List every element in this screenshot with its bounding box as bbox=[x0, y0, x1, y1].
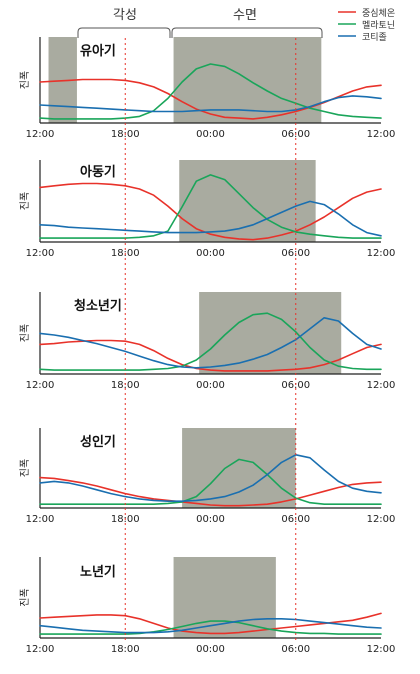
x-tick-label: 00:00 bbox=[196, 248, 225, 259]
x-tick-label: 12:00 bbox=[367, 129, 396, 140]
series-line bbox=[39, 458, 382, 505]
wake-bracket bbox=[77, 27, 171, 38]
legend-label: 중심체온 bbox=[362, 8, 395, 19]
panel-title: 유아기 bbox=[80, 43, 116, 59]
panel-title: 성인기 bbox=[80, 434, 116, 450]
series-line bbox=[39, 182, 382, 241]
x-tick-label: 06:00 bbox=[281, 380, 310, 391]
series-line bbox=[39, 317, 382, 369]
x-tick-label: 12:00 bbox=[367, 248, 396, 259]
series-line bbox=[39, 454, 382, 502]
y-axis-label: 진폭 bbox=[19, 71, 31, 89]
x-tick-label: 00:00 bbox=[196, 380, 225, 391]
panel-3: 진폭 청소년기 12:00 18:00 00:00 06:00 12:00 bbox=[19, 292, 395, 391]
x-tick-label: 18:00 bbox=[111, 380, 140, 391]
sleep-bracket bbox=[171, 27, 323, 38]
series-line bbox=[39, 95, 382, 113]
x-tick-label: 12:00 bbox=[367, 644, 396, 655]
panel-title: 노년기 bbox=[80, 565, 116, 580]
x-tick-label: 00:00 bbox=[196, 514, 225, 525]
shaded-period bbox=[199, 292, 342, 374]
shaded-period bbox=[173, 557, 276, 638]
shaded-period bbox=[182, 428, 296, 508]
panel-title: 청소년기 bbox=[74, 298, 122, 314]
x-tick-label: 00:00 bbox=[196, 129, 225, 140]
y-axis-label: 진폭 bbox=[19, 459, 31, 477]
x-tick-label: 12:00 bbox=[26, 644, 55, 655]
series-line bbox=[39, 312, 382, 371]
legend-label: 코티졸 bbox=[362, 32, 387, 43]
x-tick-label: 06:00 bbox=[281, 644, 310, 655]
x-tick-label: 00:00 bbox=[196, 644, 225, 655]
x-tick-label: 12:00 bbox=[26, 129, 55, 140]
x-tick-label: 12:00 bbox=[26, 248, 55, 259]
series-line bbox=[39, 618, 382, 634]
sleep-label: 수면 bbox=[233, 8, 257, 23]
series-line bbox=[39, 339, 382, 372]
series-line bbox=[39, 200, 382, 237]
series-line bbox=[39, 620, 382, 635]
x-tick-label: 12:00 bbox=[26, 380, 55, 391]
series-line bbox=[39, 63, 382, 120]
series-line bbox=[39, 476, 382, 507]
legend-label: 멜라토닌 bbox=[362, 19, 395, 31]
panel-5: 진폭 노년기 12:00 18:00 00:00 06:00 12:00 bbox=[19, 557, 395, 655]
series-line bbox=[39, 174, 382, 239]
x-tick-label: 12:00 bbox=[367, 514, 396, 525]
y-axis-label: 진폭 bbox=[19, 588, 31, 606]
x-tick-label: 12:00 bbox=[367, 380, 396, 391]
x-tick-label: 18:00 bbox=[111, 644, 140, 655]
x-tick-label: 12:00 bbox=[26, 514, 55, 525]
y-axis-label: 진폭 bbox=[19, 192, 31, 210]
y-axis-label: 진폭 bbox=[19, 324, 31, 342]
wake-label: 각성 bbox=[113, 8, 137, 23]
panel-title: 아동기 bbox=[80, 164, 116, 180]
